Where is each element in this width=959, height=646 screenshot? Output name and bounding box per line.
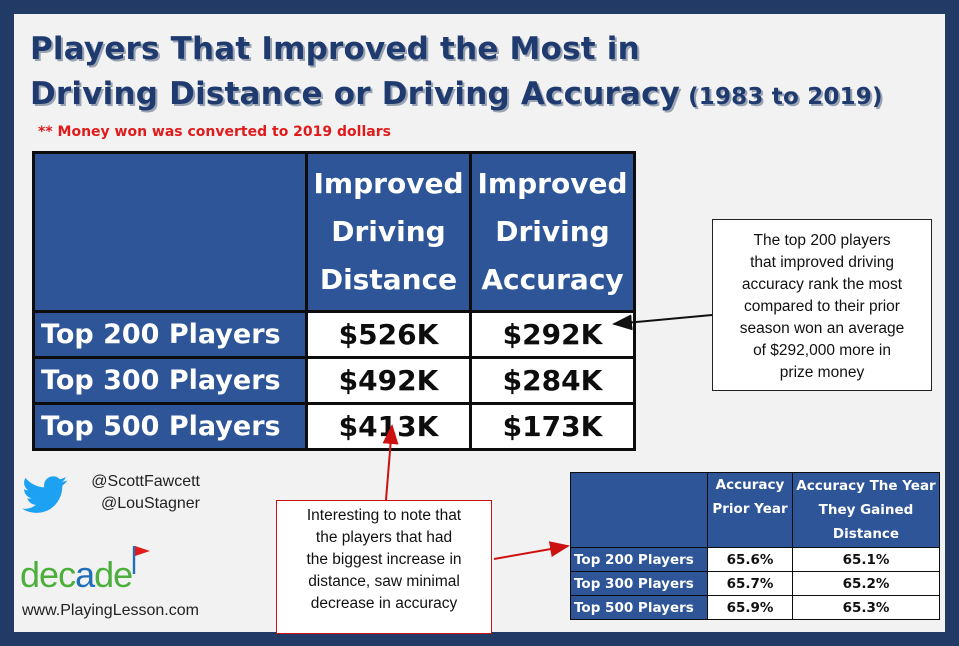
column-header-line: Accuracy The Year xyxy=(796,478,936,494)
row-header: Top 300 Players xyxy=(570,571,708,596)
column-header-line: Driving xyxy=(331,215,446,248)
decade-logo: decade xyxy=(20,554,133,596)
column-header-line: Accuracy xyxy=(715,477,785,493)
title-line-2: Driving Distance or Driving Accuracy (198… xyxy=(30,75,883,116)
logo-letter: c xyxy=(58,554,76,595)
row-header: Top 300 Players xyxy=(32,356,308,405)
logo-letter: e xyxy=(113,554,133,595)
table-row: Top 500 Players $413K $173K xyxy=(32,402,636,451)
callout-line: that improved driving xyxy=(750,254,894,271)
column-header-line: Improved xyxy=(477,167,628,200)
callout-line: accuracy rank the most xyxy=(741,276,903,293)
cell-value: 65.9% xyxy=(707,595,793,620)
website-link[interactable]: www.PlayingLesson.com xyxy=(22,602,199,619)
twitter-handle-scott[interactable]: @ScottFawcett xyxy=(91,473,200,490)
row-header: Top 200 Players xyxy=(570,547,708,572)
twitter-handle-lou[interactable]: @LouStagner xyxy=(101,495,200,512)
callout-line: prize money xyxy=(779,364,865,381)
column-header-distance: Improved Driving Distance xyxy=(305,151,472,313)
cell-value: $526K xyxy=(305,310,472,359)
table-row: Top 500 Players 65.9% 65.3% xyxy=(570,595,940,620)
infographic-panel: Players That Improved the Most in Drivin… xyxy=(14,14,945,634)
callout-line: the biggest increase in xyxy=(306,551,462,568)
column-header-gained-year: Accuracy The Year They Gained Distance xyxy=(792,472,940,548)
column-header-line: Accuracy xyxy=(481,263,624,296)
cell-value: $492K xyxy=(305,356,472,405)
row-header: Top 200 Players xyxy=(32,310,308,359)
title-line-1: Players That Improved the Most in xyxy=(30,31,640,67)
column-header-prior-year: Accuracy Prior Year xyxy=(707,472,793,548)
callout-line: season won an average xyxy=(739,320,905,337)
cell-value: 65.6% xyxy=(707,547,793,572)
column-header-line: Improved xyxy=(313,167,464,200)
table-corner xyxy=(32,151,308,313)
callout-line: decrease in accuracy xyxy=(310,595,458,612)
golf-flag-icon xyxy=(132,546,150,574)
column-header-line: Distance xyxy=(832,526,900,542)
table-header-row: Accuracy Prior Year Accuracy The Year Th… xyxy=(570,472,940,548)
cell-value: 65.2% xyxy=(792,571,940,596)
money-note: ** Money won was converted to 2019 dolla… xyxy=(38,124,391,140)
logo-letter: e xyxy=(39,554,59,595)
callout-line: Interesting to note that xyxy=(306,507,462,524)
table-row: Top 300 Players $492K $284K xyxy=(32,356,636,405)
callout-top-200-accuracy: The top 200 players that improved drivin… xyxy=(712,219,932,391)
callout-line: compared to their prior xyxy=(744,298,900,315)
logo-letter: d xyxy=(94,554,114,595)
title-main: Driving Distance or Driving Accuracy xyxy=(30,76,681,112)
cell-value: $284K xyxy=(469,356,636,405)
cell-value: 65.3% xyxy=(792,595,940,620)
arrow-to-413k xyxy=(382,424,399,501)
cell-value: $173K xyxy=(469,402,636,451)
cell-value: $292K xyxy=(469,310,636,359)
row-header: Top 500 Players xyxy=(32,402,308,451)
table-row: Top 300 Players 65.7% 65.2% xyxy=(570,571,940,596)
accuracy-table: Accuracy Prior Year Accuracy The Year Th… xyxy=(570,472,940,620)
arrow-to-accuracy-table xyxy=(493,541,570,560)
logo-letter: a xyxy=(75,554,95,595)
column-header-line: They Gained xyxy=(818,502,914,518)
callout-line: The top 200 players xyxy=(753,232,891,249)
prize-money-table: Improved Driving Distance Improved Drivi… xyxy=(32,151,636,451)
twitter-bird-icon xyxy=(22,476,68,513)
callout-line: of $292,000 more in xyxy=(753,342,891,359)
arrow-to-292k xyxy=(612,314,713,331)
table-header-row: Improved Driving Distance Improved Drivi… xyxy=(32,151,636,313)
column-header-line: Prior Year xyxy=(712,501,788,517)
table-corner xyxy=(570,472,708,548)
row-header: Top 500 Players xyxy=(570,595,708,620)
arrow-overlay xyxy=(382,314,713,560)
column-header-accuracy: Improved Driving Accuracy xyxy=(469,151,636,313)
callout-line: distance, saw minimal xyxy=(308,573,460,590)
title-years: (1983 to 2019) xyxy=(688,84,883,110)
logo-text: decade xyxy=(20,554,133,595)
logo-letter: d xyxy=(20,554,40,595)
column-header-line: Driving xyxy=(495,215,610,248)
callout-line: the players that had xyxy=(315,529,453,546)
table-row: Top 200 Players $526K $292K xyxy=(32,310,636,359)
column-header-line: Distance xyxy=(319,263,458,296)
callout-distance-accuracy: Interesting to note that the players tha… xyxy=(276,500,492,634)
